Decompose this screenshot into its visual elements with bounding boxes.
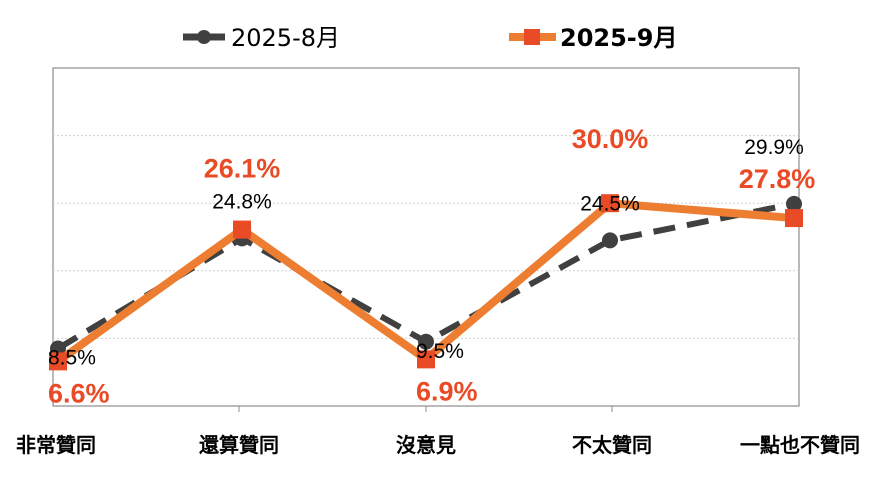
data-label-aug: 9.5% xyxy=(416,340,464,363)
gridlines xyxy=(53,135,799,339)
legend-label-aug: 2025-8月 xyxy=(231,24,340,52)
data-label-aug: 8.5% xyxy=(48,347,96,370)
series-sep-point xyxy=(785,209,803,228)
data-label-sep: 30.0% xyxy=(572,124,649,154)
category-label: 還算贊同 xyxy=(199,433,279,457)
series-sep-point xyxy=(233,220,251,239)
legend: 2025-8月 2025-9月 xyxy=(183,24,677,52)
series-sep xyxy=(49,194,803,371)
category-label: 一點也不贊同 xyxy=(740,433,860,457)
data-label-sep: 26.1% xyxy=(204,154,281,184)
data-label-aug: 24.8% xyxy=(212,190,272,213)
data-labels: 8.5% 24.8% 9.5% 24.5% 29.9% 6.6% 26.1% 6.9% 30.0… xyxy=(48,124,815,408)
category-label: 不太贊同 xyxy=(572,433,652,457)
legend-swatch-aug-marker xyxy=(197,30,211,44)
series-sep-point xyxy=(601,194,619,213)
data-label-sep: 27.8% xyxy=(739,164,816,194)
x-axis-ticks xyxy=(238,406,613,412)
series-aug-point xyxy=(418,333,434,350)
series-aug xyxy=(50,195,802,357)
category-label: 非常贊同 xyxy=(16,433,96,457)
legend-item-aug: 2025-8月 xyxy=(183,24,340,52)
legend-swatch-sep-marker xyxy=(524,29,540,45)
series-aug-line xyxy=(56,200,795,352)
legend-label-sep: 2025-9月 xyxy=(560,24,677,52)
legend-item-sep: 2025-9月 xyxy=(509,24,677,52)
series-aug-point xyxy=(602,232,618,249)
data-label-aug: 24.5% xyxy=(580,192,640,215)
series-sep-point xyxy=(49,352,67,371)
category-axis: 非常贊同 還算贊同 沒意見 不太贊同 一點也不贊同 xyxy=(16,433,860,457)
series-aug-point xyxy=(786,195,802,212)
category-label: 沒意見 xyxy=(396,433,456,457)
series-sep-point xyxy=(417,350,435,369)
data-label-sep: 6.9% xyxy=(416,376,478,406)
data-label-sep: 6.6% xyxy=(48,378,110,408)
data-label-aug: 29.9% xyxy=(744,136,804,159)
